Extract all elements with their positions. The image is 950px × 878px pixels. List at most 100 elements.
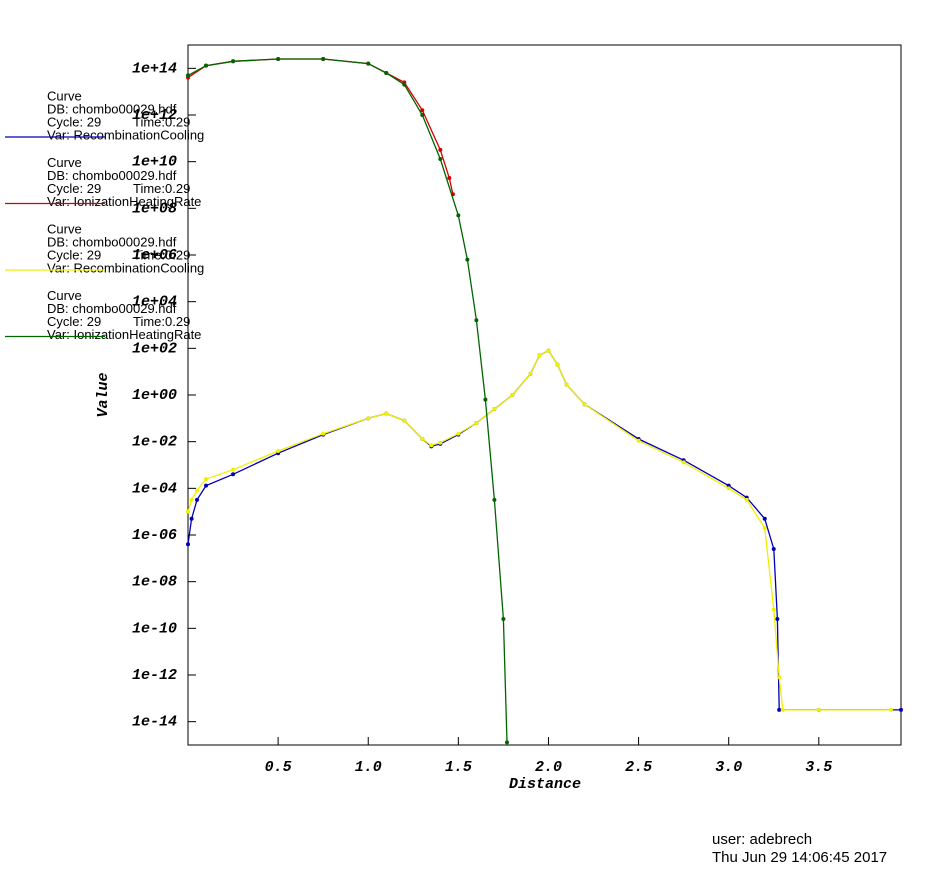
curve-point <box>366 61 371 66</box>
curve-line <box>187 349 901 711</box>
curve-point <box>636 438 641 443</box>
curve-point <box>195 488 200 493</box>
curve-point <box>402 82 407 87</box>
legend-curve: Curve <box>47 88 82 103</box>
curve-point <box>780 707 785 712</box>
y-tick-label: 1e-14 <box>132 714 177 731</box>
curve-point <box>447 175 452 180</box>
curve-point <box>420 113 425 117</box>
x-tick-label: 1.0 <box>355 759 382 776</box>
curve-point <box>528 371 533 376</box>
curve-point <box>582 402 587 407</box>
curve-point <box>744 497 749 502</box>
x-tick-label: 0.5 <box>265 759 292 776</box>
curve-point <box>204 477 209 482</box>
legend-db: DB: chombo00029.hdf <box>47 234 177 249</box>
curve-point <box>438 157 443 162</box>
curve-point <box>546 348 551 353</box>
curve-point <box>438 147 443 152</box>
y-tick-label: 1e-10 <box>132 620 177 637</box>
legend-name: Var: IonizationHeatingRate <box>47 327 201 342</box>
y-tick-label: 1e+10 <box>132 154 177 171</box>
curve-point <box>186 509 190 514</box>
plot-frame <box>187 44 902 746</box>
y-tick-label: 1e+02 <box>132 340 177 357</box>
curve-point <box>762 525 767 530</box>
curve-point <box>474 318 479 323</box>
curve-point <box>276 57 281 62</box>
legend-db: DB: chombo00029.hdf <box>47 168 177 183</box>
curve-point <box>402 418 407 423</box>
x-axis-label: Distance <box>509 776 581 793</box>
curve-point <box>771 547 776 552</box>
curve-point <box>775 617 780 622</box>
curve-point <box>777 707 782 712</box>
curve-point <box>762 516 767 521</box>
legend-db: DB: chombo00029.hdf <box>47 101 177 116</box>
curve-point <box>681 460 686 465</box>
curve-point <box>384 71 389 76</box>
curve-point <box>564 382 569 387</box>
curve-point <box>321 431 326 436</box>
y-tick-label: 1e-04 <box>132 480 177 497</box>
curve-point <box>777 675 782 680</box>
curve-point <box>231 472 236 477</box>
curve-point <box>474 421 479 426</box>
y-tick-label: 1e-08 <box>132 574 177 591</box>
legend-cycle: Cycle: 29 <box>47 247 101 262</box>
curve-point <box>771 607 776 612</box>
curve-point <box>384 411 389 416</box>
x-tick-label: 3.5 <box>805 759 832 776</box>
y-tick-label: 1e+00 <box>132 387 177 404</box>
legend-time: Time:0.29 <box>133 114 190 129</box>
y-tick-label: 1e+14 <box>132 60 177 77</box>
curve-point <box>438 440 443 445</box>
legend-time: Time:0.29 <box>133 247 190 262</box>
legend-time: Time:0.29 <box>133 181 190 196</box>
curve-point <box>276 448 281 453</box>
x-tick-label: 2.5 <box>625 759 652 776</box>
y-tick-label: 1e+12 <box>132 107 177 124</box>
y-tick-label: 1e+08 <box>132 200 177 217</box>
curve-point <box>505 740 510 745</box>
user-label: user: adebrech <box>712 831 812 848</box>
curve-point <box>492 407 497 412</box>
curve-line <box>187 349 891 711</box>
curve-point <box>321 57 326 62</box>
curve-point <box>189 516 194 521</box>
y-axis-label: Value <box>95 372 112 417</box>
y-tick-label: 1e-12 <box>132 667 177 684</box>
curve-point <box>899 707 903 712</box>
curve-point <box>366 416 371 421</box>
curve-point <box>429 443 434 448</box>
curve-point <box>231 59 236 64</box>
legend-db: DB: chombo00029.hdf <box>47 301 177 316</box>
curve-point <box>420 437 425 442</box>
timestamp: Thu Jun 29 14:06:45 2017 <box>712 849 887 866</box>
curve-point <box>492 497 497 502</box>
legend-time: Time:0.29 <box>133 314 190 329</box>
curve-point <box>555 362 560 367</box>
curve-point <box>204 483 209 488</box>
curve-point <box>195 497 200 502</box>
legend-cycle: Cycle: 29 <box>47 114 101 129</box>
curve-point <box>888 707 893 712</box>
curve-point <box>231 467 236 472</box>
curve-line <box>187 58 508 743</box>
y-tick-label: 1e+04 <box>132 294 177 311</box>
curve-point <box>456 213 461 218</box>
curve-point <box>483 397 488 402</box>
curve-point <box>537 353 542 358</box>
x-tick-label: 2.0 <box>535 759 562 776</box>
curve-point <box>465 257 470 262</box>
curve-point <box>456 431 461 436</box>
curve-point <box>186 542 190 547</box>
legend-curve: Curve <box>47 288 82 303</box>
curve-line <box>187 58 454 195</box>
y-tick-label: 1e+06 <box>132 247 177 264</box>
legend-name: Var: RecombinationCooling <box>47 127 204 142</box>
curve-point <box>510 393 515 397</box>
y-tick-label: 1e-06 <box>132 527 177 544</box>
curve-point <box>189 497 194 502</box>
